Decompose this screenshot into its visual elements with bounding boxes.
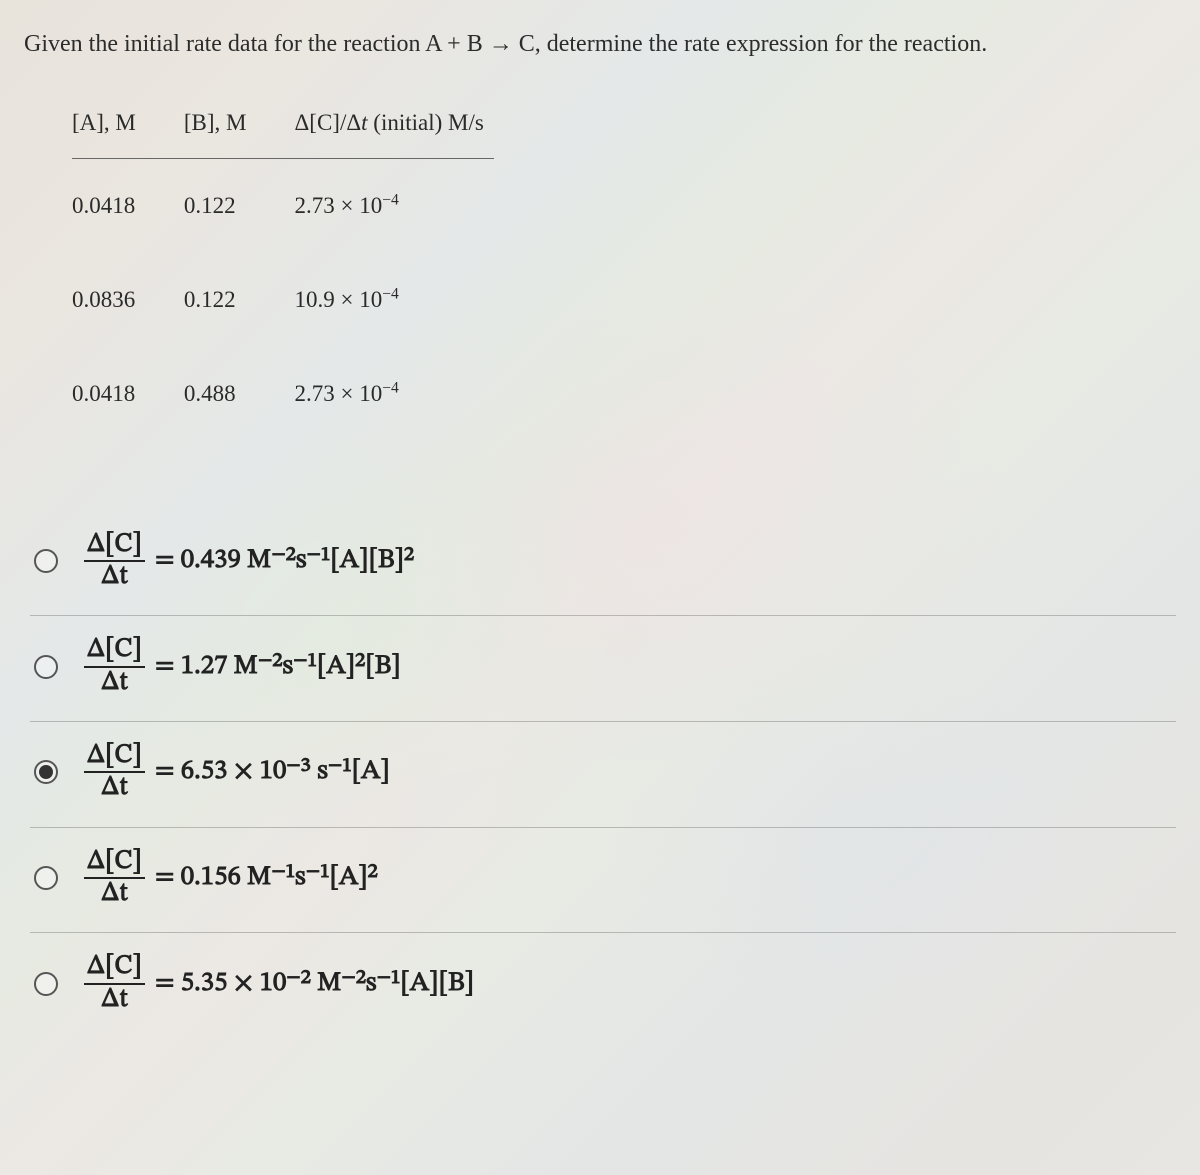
radio-icon[interactable]: [34, 866, 58, 890]
question-prompt: Given the initial rate data for the reac…: [24, 28, 1176, 62]
cell-a: 0.0418: [72, 347, 184, 441]
radio-icon[interactable]: [34, 972, 58, 996]
option-4[interactable]: Δ[C] Δt = 0.156 M⁻¹s⁻¹[A]²: [30, 828, 1176, 934]
option-expression: Δ[C] Δt = 0.156 M⁻¹s⁻¹[A]²: [84, 848, 378, 909]
cell-b: 0.122: [184, 159, 295, 253]
col-header-a: [A], M: [72, 110, 184, 158]
cell-rate: 2.73 × 10−4: [295, 347, 494, 441]
radio-icon[interactable]: [34, 655, 58, 679]
cell-a: 0.0836: [72, 253, 184, 347]
cell-a: 0.0418: [72, 159, 184, 253]
option-expression: Δ[C] Δt = 6.53 × 10⁻³ s⁻¹[A]: [84, 742, 390, 803]
option-expression: Δ[C] Δt = 5.35 × 10⁻² M⁻²s⁻¹[A][B]: [84, 953, 474, 1014]
option-1[interactable]: Δ[C] Δt = 0.439 M⁻²s⁻¹[A][B]²: [30, 511, 1176, 617]
cell-rate: 10.9 × 10−4: [295, 253, 494, 347]
rate-data-table: [A], M [B], M Δ[C]/Δt (initial) M/s 0.04…: [72, 110, 494, 441]
option-3[interactable]: Δ[C] Δt = 6.53 × 10⁻³ s⁻¹[A]: [30, 722, 1176, 828]
option-2[interactable]: Δ[C] Δt = 1.27 M⁻²s⁻¹[A]²[B]: [30, 616, 1176, 722]
table-row: 0.0418 0.122 2.73 × 10−4: [72, 159, 494, 253]
cell-rate: 2.73 × 10−4: [295, 159, 494, 253]
answer-options: Δ[C] Δt = 0.439 M⁻²s⁻¹[A][B]² Δ[C] Δt = …: [30, 511, 1176, 1024]
radio-icon-selected[interactable]: [34, 760, 58, 784]
col-header-b: [B], M: [184, 110, 295, 158]
col-header-rate: Δ[C]/Δt (initial) M/s: [295, 110, 494, 158]
cell-b: 0.488: [184, 347, 295, 441]
option-expression: Δ[C] Δt = 1.27 M⁻²s⁻¹[A]²[B]: [84, 636, 401, 697]
option-5[interactable]: Δ[C] Δt = 5.35 × 10⁻² M⁻²s⁻¹[A][B]: [30, 933, 1176, 1024]
option-expression: Δ[C] Δt = 0.439 M⁻²s⁻¹[A][B]²: [84, 531, 414, 592]
table-header-row: [A], M [B], M Δ[C]/Δt (initial) M/s: [72, 110, 494, 158]
data-table-wrap: [A], M [B], M Δ[C]/Δt (initial) M/s 0.04…: [72, 110, 1176, 441]
table-row: 0.0836 0.122 10.9 × 10−4: [72, 253, 494, 347]
radio-icon[interactable]: [34, 549, 58, 573]
table-row: 0.0418 0.488 2.73 × 10−4: [72, 347, 494, 441]
cell-b: 0.122: [184, 253, 295, 347]
